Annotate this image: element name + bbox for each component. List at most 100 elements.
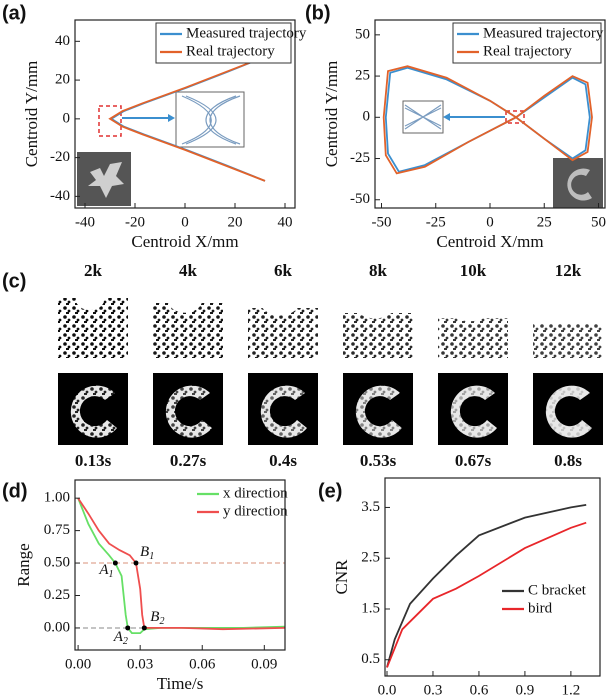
legend-box bbox=[498, 580, 596, 620]
x-tick-label: 20 bbox=[228, 214, 243, 230]
annotation-subscript: 1 bbox=[109, 569, 114, 580]
x-axis-title: Centroid X/mm bbox=[436, 232, 543, 251]
annotation-subscript: 2 bbox=[159, 616, 164, 627]
y-tick-label: -50 bbox=[350, 191, 370, 207]
x-axis-title: Time/s bbox=[157, 674, 204, 693]
time-label: 0.27s bbox=[170, 451, 207, 470]
series-line bbox=[108, 55, 266, 182]
series-line bbox=[386, 504, 587, 668]
y-tick-label: 0.75 bbox=[44, 522, 70, 538]
series-line bbox=[386, 521, 587, 668]
time-label: 0.4s bbox=[269, 451, 297, 470]
image-bottom-speckle bbox=[153, 373, 223, 445]
annotation: A2 bbox=[113, 629, 128, 647]
y-axis-title: CNR bbox=[332, 559, 351, 595]
legend-box bbox=[452, 22, 602, 64]
y-axis-title: Centroid Y/mm bbox=[22, 61, 41, 168]
x-tick-label: 0.9 bbox=[516, 682, 535, 696]
zoom-curves bbox=[181, 95, 241, 145]
annotation-subscript: 1 bbox=[149, 551, 154, 562]
bird-shape bbox=[88, 162, 124, 198]
y-tick-label: 1.00 bbox=[44, 490, 70, 506]
y-tick-label: -20 bbox=[50, 149, 70, 165]
y-tick-label: 1.5 bbox=[361, 600, 380, 616]
image-top-blob bbox=[167, 287, 203, 313]
y-tick-label: -25 bbox=[350, 150, 370, 166]
legend-label: Real trajectory bbox=[186, 43, 275, 59]
y-axis-title: Range bbox=[14, 543, 33, 586]
annotation: B2 bbox=[150, 609, 164, 627]
x-tick-label: 0 bbox=[486, 214, 494, 230]
legend-label: C bracket bbox=[528, 582, 587, 598]
y-tick-label: 0.00 bbox=[44, 619, 70, 635]
plot-frame bbox=[74, 479, 286, 651]
x-tick-label: 0.09 bbox=[251, 656, 277, 672]
zoom-box bbox=[98, 105, 122, 137]
x-tick-label: -25 bbox=[426, 214, 446, 230]
annotation-text: A bbox=[113, 629, 124, 645]
annotation: B1 bbox=[140, 544, 154, 562]
annotation-point bbox=[141, 625, 147, 631]
x-tick-label: 0.0 bbox=[378, 682, 397, 696]
image-top-speckle bbox=[438, 318, 508, 358]
image-bottom-speckle bbox=[58, 373, 128, 445]
x-tick-label: 0 bbox=[181, 214, 189, 230]
image-top-speckle bbox=[343, 313, 413, 358]
time-label: 0.67s bbox=[455, 451, 492, 470]
annotation-text: B bbox=[140, 544, 149, 560]
legend-box bbox=[155, 22, 292, 64]
legend-label: x direction bbox=[223, 485, 288, 501]
panel-label: (d) bbox=[2, 480, 28, 502]
legend-label: Measured trajectory bbox=[483, 25, 604, 41]
x-tick-label: -50 bbox=[372, 214, 392, 230]
column-label: 4k bbox=[179, 261, 198, 280]
x-tick-label: 1.2 bbox=[562, 682, 581, 696]
zoom-curves bbox=[404, 104, 442, 130]
image-top-blob bbox=[351, 281, 399, 319]
time-label: 0.8s bbox=[554, 451, 582, 470]
column-label: 10k bbox=[460, 261, 487, 280]
image-bottom-speckle bbox=[343, 373, 413, 445]
arrow-head bbox=[168, 114, 175, 122]
plot-frame bbox=[384, 477, 601, 677]
annotation: A1 bbox=[98, 562, 113, 580]
zoom-inset bbox=[402, 100, 444, 134]
column-label: 8k bbox=[369, 261, 388, 280]
image-top-blob bbox=[443, 278, 497, 322]
panel-label: (e) bbox=[318, 480, 342, 502]
y-tick-label: -40 bbox=[50, 188, 70, 204]
annotation-text: B bbox=[150, 609, 159, 625]
x-tick-label: 0.03 bbox=[127, 656, 153, 672]
y-tick-label: 0.25 bbox=[44, 587, 70, 603]
image-top-blob bbox=[535, 276, 595, 324]
legend-label: bird bbox=[528, 600, 553, 616]
y-tick-label: 0.5 bbox=[361, 651, 380, 667]
y-tick-label: 50 bbox=[355, 26, 370, 42]
y-tick-label: 40 bbox=[55, 33, 70, 49]
y-tick-label: 25 bbox=[355, 68, 370, 84]
series-line bbox=[382, 65, 593, 175]
y-tick-label: 0.50 bbox=[44, 554, 70, 570]
annotation-point bbox=[112, 560, 118, 566]
time-label: 0.13s bbox=[75, 451, 112, 470]
annotation-point bbox=[133, 560, 139, 566]
annotation-text: A bbox=[98, 562, 109, 578]
x-tick-label: 0.00 bbox=[65, 656, 91, 672]
x-tick-label: 0.6 bbox=[470, 682, 489, 696]
legend-label: y direction bbox=[223, 503, 288, 519]
x-tick-label: -20 bbox=[125, 214, 145, 230]
image-top-blob bbox=[76, 290, 104, 310]
x-tick-label: 40 bbox=[278, 214, 293, 230]
x-tick-label: 0.3 bbox=[424, 682, 443, 696]
y-tick-label: 20 bbox=[55, 72, 70, 88]
x-tick-label: 50 bbox=[591, 214, 606, 230]
column-label: 2k bbox=[84, 261, 103, 280]
annotation-subscript: 2 bbox=[123, 636, 128, 647]
image-top-blob bbox=[259, 284, 301, 316]
image-top-speckle bbox=[533, 323, 603, 358]
x-tick-label: 25 bbox=[537, 214, 552, 230]
arrow-head bbox=[443, 113, 450, 121]
y-axis-title: Centroid Y/mm bbox=[322, 61, 341, 168]
legend-label: Real trajectory bbox=[483, 43, 572, 59]
